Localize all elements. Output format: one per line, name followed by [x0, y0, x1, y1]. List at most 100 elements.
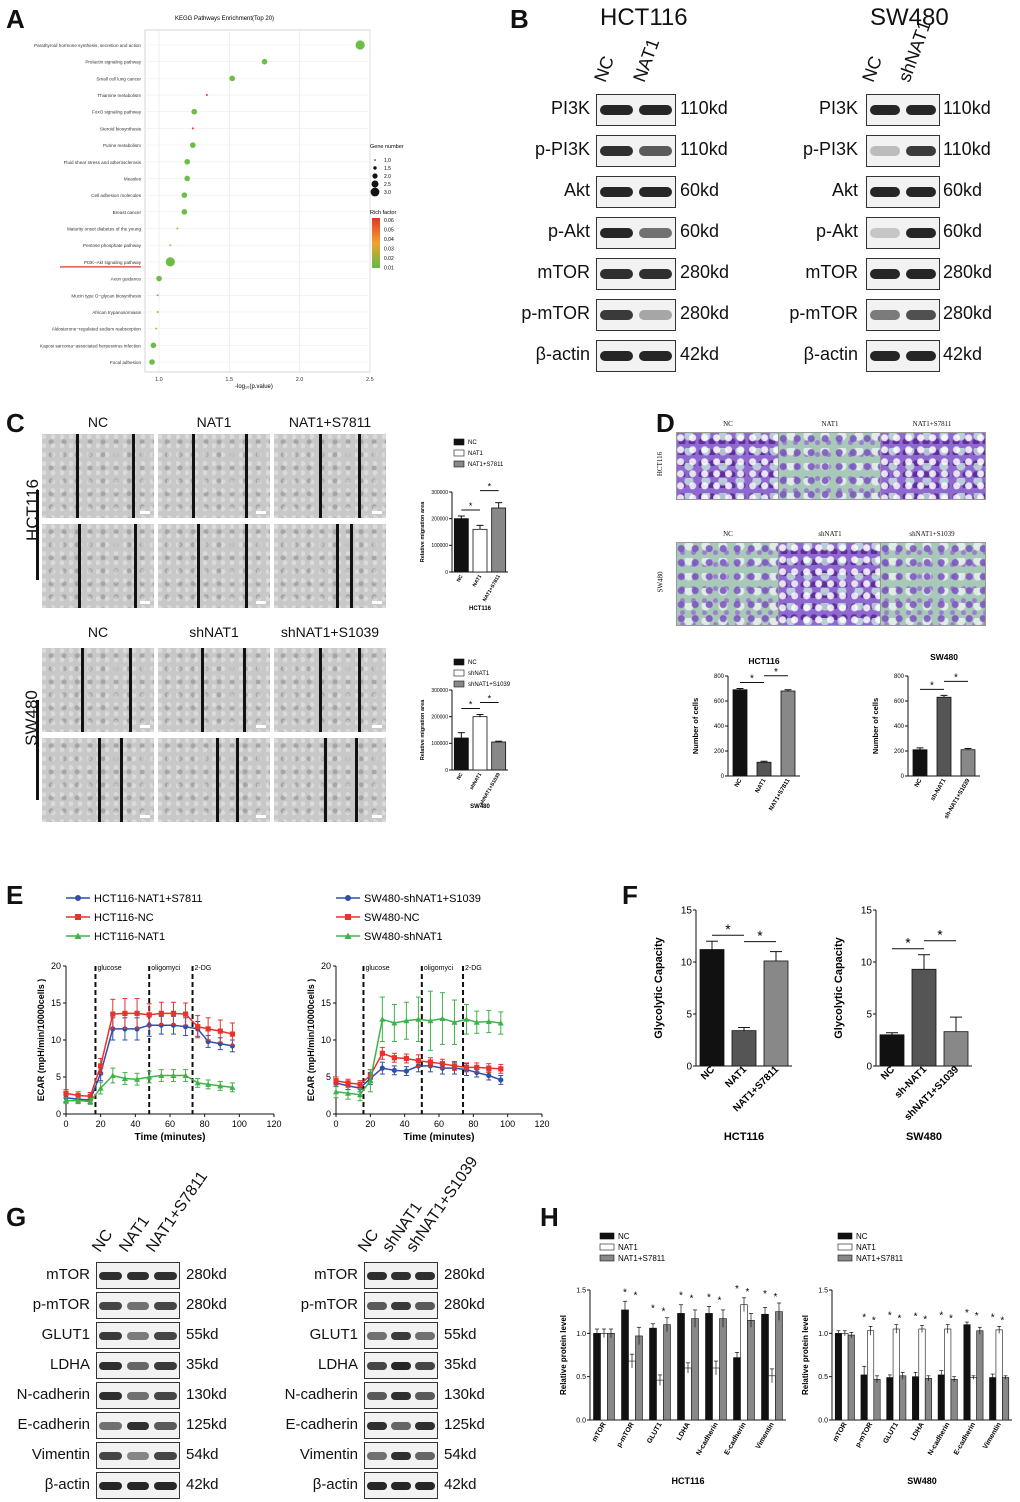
- legend-label: NC: [856, 1232, 868, 1241]
- blot-band: [639, 269, 672, 279]
- data-point: [357, 1091, 364, 1098]
- blot-band: [639, 187, 672, 197]
- blot-band: [600, 228, 633, 238]
- x-tick-label: 80: [468, 1119, 478, 1129]
- blot-band: [869, 269, 901, 279]
- bar: [963, 1324, 971, 1421]
- data-point: [170, 1022, 177, 1028]
- y-tick-label: 0: [445, 768, 448, 774]
- blot-size-label: 60kd: [943, 180, 983, 201]
- x-tick-label: NC: [699, 1064, 717, 1082]
- bar: [960, 749, 976, 777]
- bar: [944, 1328, 952, 1421]
- data-point: [463, 1016, 470, 1022]
- blot-band: [153, 1391, 177, 1400]
- data-point: [194, 1079, 201, 1086]
- wound-edge-line: [350, 524, 354, 608]
- blot-band: [153, 1421, 177, 1430]
- blot-band: [600, 351, 633, 361]
- blot-protein-label: Vimentin: [31, 1445, 90, 1463]
- x-axis-label: SW480: [907, 1476, 937, 1486]
- blot-strip: [96, 1442, 180, 1469]
- data-point: [474, 1069, 480, 1076]
- data-point: [391, 1067, 397, 1073]
- blot-band: [390, 1391, 412, 1400]
- y-tick-label: 600: [714, 699, 725, 705]
- blot-band: [390, 1421, 412, 1430]
- blot-band: [153, 1301, 177, 1310]
- data-point: [439, 1061, 446, 1067]
- legend-swatch: [453, 680, 465, 688]
- significance-star: *: [679, 1291, 683, 1302]
- injection-label: oligomyci: [151, 965, 181, 972]
- data-point: [134, 1026, 140, 1032]
- blot-size-label: 280kd: [444, 1295, 485, 1313]
- x-tick-label: 20: [96, 1119, 106, 1129]
- wound-edge-line: [335, 524, 339, 608]
- x-tick-label: 80: [200, 1119, 210, 1129]
- x-axis-label: HCT116: [469, 606, 492, 612]
- blot-band: [869, 228, 901, 238]
- kegg-point: [184, 158, 190, 165]
- y-tick-label: 200000: [431, 714, 448, 720]
- blot-size-label: 60kd: [680, 180, 720, 201]
- kegg-plot-frame: [144, 29, 371, 373]
- data-point: [122, 1026, 128, 1032]
- bar: [841, 1333, 849, 1421]
- data-point: [415, 1058, 421, 1064]
- bar: [656, 1379, 664, 1421]
- blot-strip: [96, 1322, 180, 1349]
- y-tick-label: 15: [861, 906, 873, 917]
- x-tick-label: LDHA: [676, 1422, 692, 1442]
- kegg-point: [156, 294, 159, 297]
- blot-band: [905, 351, 937, 361]
- blot-size-label: 42kd: [444, 1475, 477, 1493]
- significance-star: *: [488, 694, 492, 704]
- wound-edge-line: [236, 738, 240, 822]
- bar: [780, 690, 796, 777]
- blot-size-label: 42kd: [186, 1475, 219, 1493]
- bar: [950, 1378, 958, 1421]
- data-point: [403, 1068, 409, 1074]
- blot-protein-label: β-actin: [535, 344, 590, 365]
- blot-size-label: 55kd: [444, 1325, 477, 1343]
- legend-label: NC: [618, 1232, 630, 1241]
- blot-band: [153, 1331, 177, 1340]
- color-legend-label: 0.02: [384, 256, 394, 262]
- wound-row-label: HCT116: [23, 478, 42, 542]
- legend-label: NAT1: [856, 1243, 876, 1252]
- x-tick-label: 100: [232, 1119, 247, 1129]
- panel-label-d: D: [656, 408, 675, 438]
- transwell-image: [880, 542, 986, 626]
- y-tick-label: 200: [894, 749, 905, 755]
- x-tick-label: 0: [63, 1119, 68, 1129]
- y-tick-label: 0.0: [576, 1418, 586, 1425]
- bar: [600, 1333, 608, 1421]
- transwell-col-label: shNAT1: [818, 530, 842, 538]
- blot-band: [366, 1301, 388, 1310]
- kegg-pathway-label: PI3K−Akt signaling pathway: [84, 260, 142, 265]
- bar: [969, 1377, 977, 1421]
- data-point: [229, 1043, 235, 1049]
- y-tick-label: 5: [326, 1072, 331, 1082]
- x-axis-label: Time (minutes): [135, 1132, 206, 1143]
- transwell-image: [676, 542, 782, 626]
- y-tick-label: 200: [714, 749, 725, 755]
- kegg-pathway-label: Aldosterone−regulated sodium reabsorptio…: [52, 327, 142, 332]
- blot-strip: [866, 340, 940, 372]
- blot-band: [639, 105, 672, 115]
- x-axis-label: SW480: [470, 804, 490, 810]
- blot-size-label: 130kd: [444, 1385, 485, 1403]
- kegg-point: [149, 359, 155, 365]
- bar: [995, 1329, 1003, 1421]
- injection-label: glucose: [365, 965, 389, 972]
- x-tick-label: 120: [266, 1119, 281, 1129]
- x-tick-label: NC: [456, 574, 465, 584]
- bar: [628, 1360, 636, 1421]
- bar: [453, 737, 469, 771]
- wound-edge-line: [197, 524, 201, 608]
- blot-band: [99, 1481, 123, 1490]
- color-legend-label: 0.05: [384, 228, 394, 234]
- data-point: [345, 1080, 351, 1086]
